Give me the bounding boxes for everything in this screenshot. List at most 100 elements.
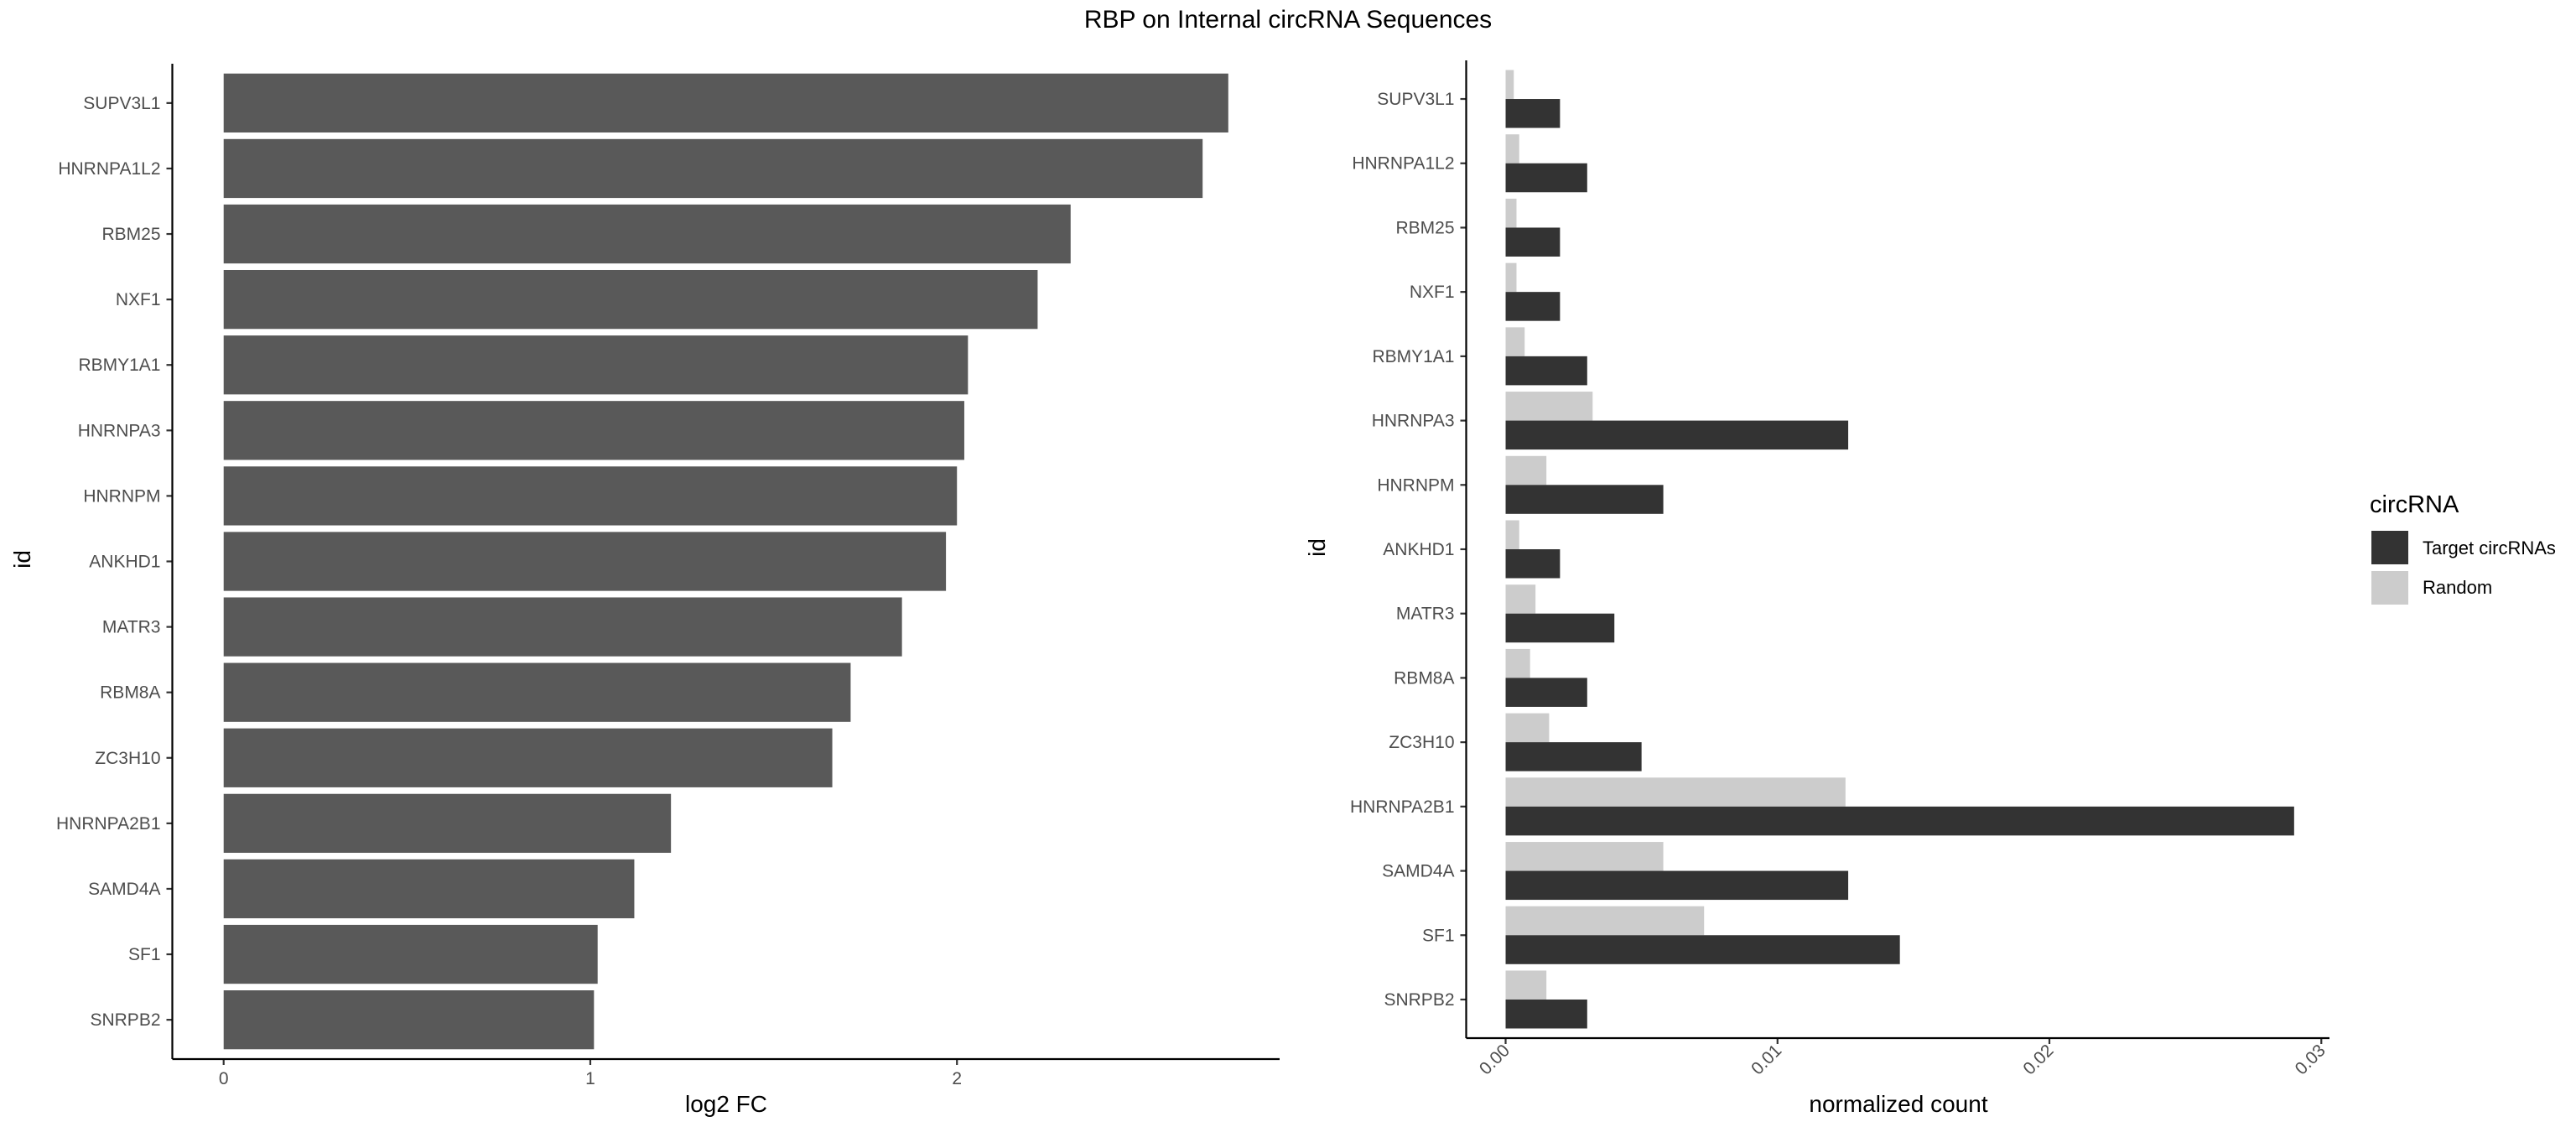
count-y-tick-label: ZC3H10 <box>1389 733 1454 752</box>
target-bar-rbmy1a1 <box>1505 356 1587 386</box>
fc-bar-ankhd1 <box>223 532 947 591</box>
fc-bar-snrpb2 <box>223 990 595 1050</box>
fc-bar-sf1 <box>223 924 598 984</box>
count-x-tick-label: 0.02 <box>2019 1041 2057 1078</box>
fc-y-ticks: SUPV3L1 HNRNPA1L2 RBM25 NXF1 RBMY1A1 HNRNPA3 H… <box>56 94 173 1030</box>
target-bar-hnrnpa1l2 <box>1505 163 1587 193</box>
target-bar-supv3l1 <box>1505 99 1561 128</box>
count-y-tick-label: NXF1 <box>1410 283 1455 302</box>
random-bar-nxf1 <box>1505 262 1517 293</box>
fc-bar-hnrnpm <box>223 466 958 526</box>
count-y-tick-label: MATR3 <box>1396 605 1455 624</box>
target-bar-sf1 <box>1505 935 1900 964</box>
legend-label-target: Target circRNAs <box>2423 538 2556 558</box>
target-bar-hnrnpa2b1 <box>1505 806 2294 836</box>
count-y-tick-label: HNRNPA2B1 <box>1350 797 1454 817</box>
count-chart: SUPV3L1 HNRNPA1L2 RBM25 NXF1 RBMY1A1 HNRNPA3 H… <box>1304 60 2329 1117</box>
count-bars <box>1505 70 2294 1029</box>
fc-y-tick-label: HNRNPA3 <box>78 421 161 440</box>
count-x-axis-title: normalized count <box>1809 1091 1987 1117</box>
fc-x-ticks: 0 1 2 <box>219 1059 962 1088</box>
fc-bar-rbm8a <box>223 662 851 722</box>
fc-bar-samd4a <box>223 859 635 919</box>
target-bar-hnrnpa3 <box>1505 420 1849 450</box>
fc-x-tick-label: 0 <box>219 1069 229 1088</box>
random-bar-hnrnpa1l2 <box>1505 134 1519 164</box>
count-x-tick-label: 0.01 <box>1748 1041 1785 1078</box>
count-y-ticks: SUPV3L1 HNRNPA1L2 RBM25 NXF1 RBMY1A1 HNRNPA3 H… <box>1350 90 1467 1010</box>
random-bar-supv3l1 <box>1505 70 1514 100</box>
random-bar-rbmy1a1 <box>1505 327 1525 356</box>
target-bar-rbm8a <box>1505 678 1587 707</box>
count-y-tick-label: RBM25 <box>1395 218 1454 237</box>
fc-y-tick-label: SNRPB2 <box>90 1010 160 1030</box>
fc-x-axis-title: log2 FC <box>685 1091 767 1117</box>
fc-bar-rbm25 <box>223 204 1071 264</box>
fc-y-tick-label: SUPV3L1 <box>83 94 160 113</box>
count-y-tick-label: SF1 <box>1422 926 1455 945</box>
target-bar-zc3h10 <box>1505 742 1642 771</box>
chart-title: RBP on Internal circRNA Sequences <box>1084 6 1492 34</box>
fc-bar-hnrnpa3 <box>223 401 964 460</box>
target-bar-ankhd1 <box>1505 549 1561 579</box>
fc-y-tick-label: HNRNPM <box>83 486 160 506</box>
fc-y-tick-label: SAMD4A <box>88 880 160 899</box>
fc-y-tick-label: ZC3H10 <box>95 749 160 768</box>
random-bar-rbm8a <box>1505 648 1530 678</box>
count-y-tick-label: HNRNPA3 <box>1372 412 1455 431</box>
fc-bar-hnrnpa2b1 <box>223 793 672 854</box>
random-bar-hnrnpm <box>1505 455 1547 486</box>
count-y-tick-label: RBMY1A1 <box>1372 347 1454 366</box>
fc-y-axis-title: id <box>9 550 35 569</box>
legend-key-random <box>2371 571 2408 605</box>
fc-y-tick-label: RBM8A <box>100 683 160 703</box>
legend-key-target <box>2371 531 2408 564</box>
fc-bar-zc3h10 <box>223 728 833 787</box>
fc-bar-supv3l1 <box>223 73 1228 132</box>
random-bar-rbm25 <box>1505 198 1517 228</box>
legend-label-random: Random <box>2423 577 2492 598</box>
count-x-ticks: 0.00 0.01 0.02 0.03 <box>1476 1038 2329 1078</box>
fc-y-tick-label: SF1 <box>128 945 161 964</box>
legend-title: circRNA <box>2370 491 2459 518</box>
random-bar-zc3h10 <box>1505 713 1550 743</box>
random-bar-hnrnpa2b1 <box>1505 777 1846 807</box>
random-bar-hnrnpa3 <box>1505 392 1593 421</box>
random-bar-snrpb2 <box>1505 970 1547 1000</box>
count-y-tick-label: ANKHD1 <box>1383 540 1454 559</box>
count-y-tick-label: RBM8A <box>1394 668 1454 688</box>
fc-x-tick-label: 1 <box>585 1069 595 1088</box>
fc-bar-rbmy1a1 <box>223 335 969 395</box>
fc-bars <box>223 73 1228 1050</box>
count-y-axis-title: id <box>1304 538 1330 557</box>
fc-y-tick-label: ANKHD1 <box>89 553 160 572</box>
target-bar-hnrnpm <box>1505 485 1664 514</box>
count-y-tick-label: SAMD4A <box>1382 862 1454 881</box>
legend: circRNA Target circRNAs Random <box>2370 491 2556 605</box>
target-bar-nxf1 <box>1505 292 1561 321</box>
count-y-tick-label: SNRPB2 <box>1384 990 1454 1010</box>
target-bar-snrpb2 <box>1505 999 1587 1029</box>
fc-x-tick-label: 2 <box>952 1069 962 1088</box>
random-bar-ankhd1 <box>1505 520 1519 549</box>
fc-y-tick-label: NXF1 <box>116 290 161 309</box>
target-bar-rbm25 <box>1505 227 1561 257</box>
random-bar-matr3 <box>1505 584 1536 614</box>
fc-y-tick-label: MATR3 <box>102 618 161 637</box>
random-bar-sf1 <box>1505 906 1705 936</box>
fc-y-tick-label: HNRNPA1L2 <box>58 159 160 179</box>
fc-y-tick-label: RBMY1A1 <box>78 356 160 375</box>
count-y-tick-label: SUPV3L1 <box>1377 90 1454 109</box>
fc-bar-hnrnpa1l2 <box>223 138 1203 199</box>
fc-bar-nxf1 <box>223 269 1038 330</box>
target-bar-matr3 <box>1505 613 1615 643</box>
fc-y-tick-label: RBM25 <box>101 225 160 244</box>
fc-y-tick-label: HNRNPA2B1 <box>56 814 160 834</box>
count-x-tick-label: 0.00 <box>1476 1041 1514 1078</box>
count-x-tick-label: 0.03 <box>2292 1041 2329 1078</box>
target-bar-samd4a <box>1505 870 1849 901</box>
random-bar-samd4a <box>1505 842 1664 871</box>
fc-chart: SUPV3L1 HNRNPA1L2 RBM25 NXF1 RBMY1A1 HNRNPA3 H… <box>9 64 1280 1117</box>
count-y-tick-label: HNRNPA1L2 <box>1352 154 1454 174</box>
